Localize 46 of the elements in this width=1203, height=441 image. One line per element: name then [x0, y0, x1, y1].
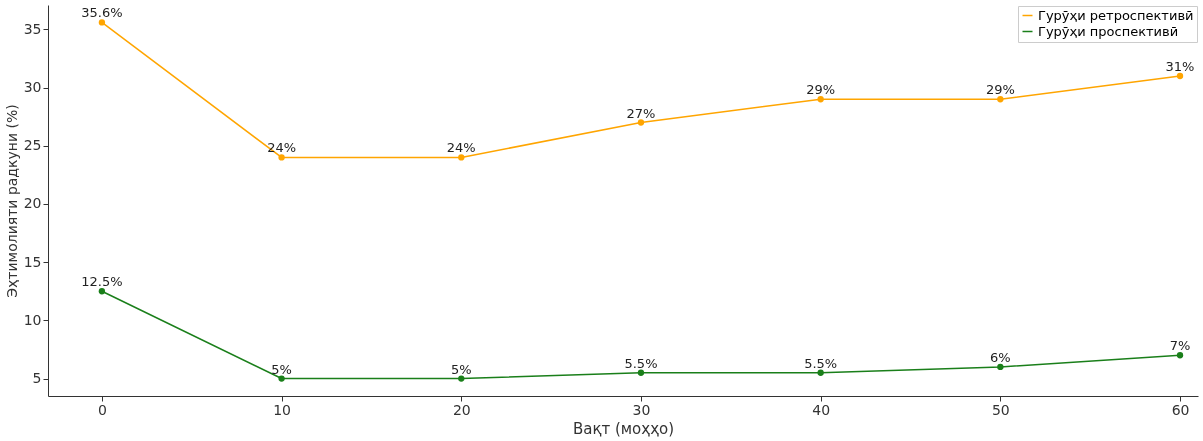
data-label: 31%	[1165, 58, 1195, 74]
x-tick-label: 10	[273, 401, 292, 418]
point	[1176, 352, 1184, 359]
point	[817, 96, 824, 103]
x-tick-label: 0	[97, 401, 107, 418]
x-axis-title: Вақт (моҳҳо)	[572, 419, 675, 438]
legend-label: Гурӯҳи проспективӣ	[1038, 23, 1179, 39]
y-tick-label: 35	[23, 20, 42, 37]
y-axis-title: Эҳтимолияти радкуни (%)	[3, 104, 20, 298]
data-label: 24%	[267, 140, 297, 156]
data-label: 12.5%	[81, 274, 123, 290]
data-label: 35.6%	[81, 5, 123, 21]
data-label: 6%	[990, 349, 1011, 365]
point	[817, 369, 824, 376]
x-tick-label: 60	[1171, 401, 1190, 418]
x-tick-label: 30	[632, 401, 651, 418]
data-label: 5.5%	[804, 355, 838, 371]
y-tick-label: 15	[23, 253, 42, 270]
y-tick-label: 5	[32, 370, 42, 387]
point	[98, 19, 106, 26]
data-label: 29%	[806, 82, 836, 98]
point	[997, 96, 1004, 103]
point	[1176, 72, 1184, 80]
point	[997, 363, 1004, 371]
data-label: 5.5%	[624, 355, 658, 371]
point	[98, 288, 106, 295]
x-tick-label: 50	[991, 401, 1010, 418]
legend-label: Гурӯҳи ретроспективӣ	[1038, 7, 1194, 23]
data-label: 27%	[626, 105, 656, 121]
data-label: 7%	[1169, 338, 1191, 354]
y-tick-label: 25	[23, 137, 42, 154]
data-label: 5%	[271, 361, 292, 377]
point	[278, 375, 285, 382]
data-label: 24%	[446, 140, 476, 156]
y-tick-label: 30	[23, 79, 42, 96]
data-label: 5%	[450, 361, 472, 377]
point	[637, 369, 645, 376]
point	[637, 119, 645, 126]
point	[278, 154, 285, 161]
point	[458, 375, 465, 382]
y-tick-label: 10	[23, 311, 42, 328]
data-label: 29%	[985, 82, 1015, 98]
x-tick-label: 20	[452, 401, 471, 418]
y-tick-label: 20	[23, 195, 42, 212]
point	[458, 154, 465, 161]
x-tick-label: 40	[812, 401, 831, 418]
